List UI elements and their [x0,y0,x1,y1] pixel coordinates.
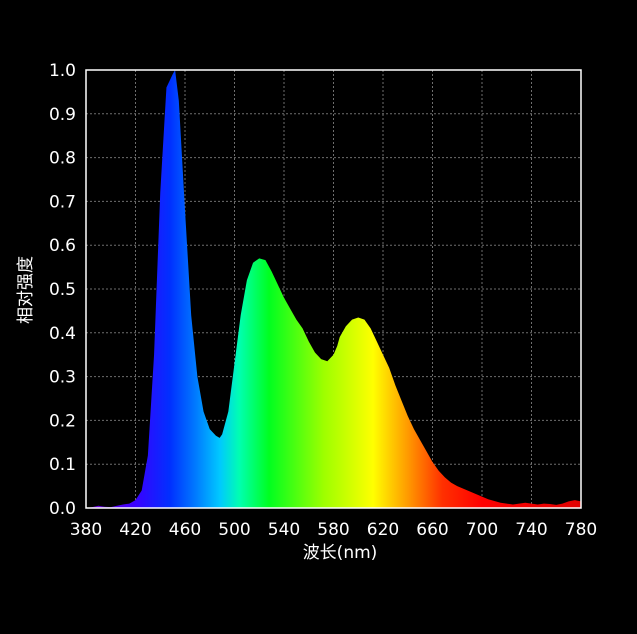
y-tick-label: 0.3 [49,368,76,388]
x-tick-label: 620 [367,520,399,540]
spectrum-area-layer [86,70,581,508]
y-tick-label: 0.9 [49,105,76,125]
plot-frame [85,69,582,509]
x-axis-ticks: 380 420 460 500 540 580 620 660 700 740 780 [70,520,597,540]
y-tick-label: 0.4 [49,324,76,344]
x-tick-label: 500 [218,520,250,540]
x-tick-label: 420 [119,520,151,540]
y-tick-label: 1.0 [49,61,76,81]
x-axis-label: 波长(nm) [303,543,378,563]
y-axis-ticks: 0.0 0.1 0.2 0.3 0.4 0.5 0.6 0.7 0.8 0.9 1.0 [49,61,76,519]
x-tick-label: 780 [565,520,597,540]
x-tick-label: 580 [317,520,349,540]
y-tick-label: 0.2 [49,411,76,431]
spectrum-area [86,70,581,508]
x-tick-label: 660 [416,520,448,540]
y-tick-label: 0.1 [49,455,76,475]
y-tick-label: 0.0 [49,499,76,519]
y-tick-label: 0.5 [49,280,76,300]
y-axis-label: 相对强度 [16,256,36,324]
y-tick-label: 0.7 [49,192,76,212]
y-tick-label: 0.6 [49,236,76,256]
y-tick-label: 0.8 [49,149,76,169]
x-tick-label: 380 [70,520,102,540]
x-tick-label: 460 [169,520,201,540]
x-tick-label: 740 [515,520,547,540]
x-tick-label: 700 [466,520,498,540]
x-tick-label: 540 [268,520,300,540]
